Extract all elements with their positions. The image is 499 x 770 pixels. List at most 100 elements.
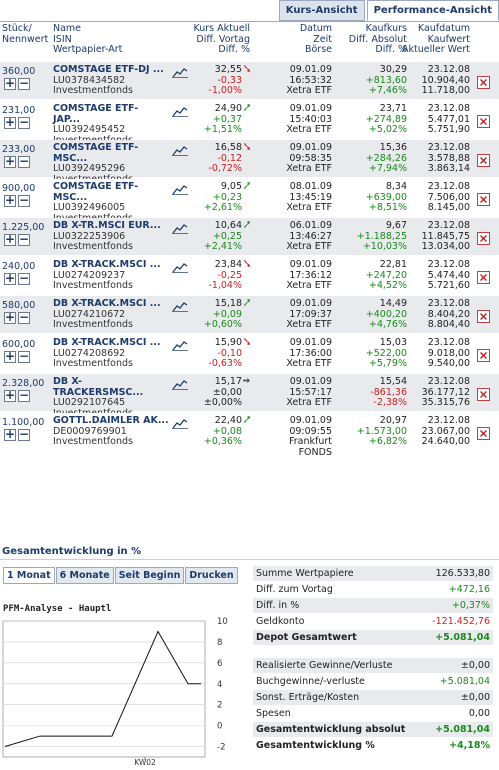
time: 15:57:17 xyxy=(289,386,332,398)
security-name-link-cont[interactable]: MSC... xyxy=(53,152,88,164)
security-name-link[interactable]: DB X-TRACK.MSCI ... xyxy=(53,259,161,270)
delete-icon[interactable] xyxy=(477,193,490,206)
security-name-link[interactable]: COMSTAGE ETF- xyxy=(53,103,139,114)
tab-1-monat[interactable]: 1 Monat xyxy=(3,567,55,584)
kauf-column: 30,29 +813,60 +7,46% xyxy=(333,64,407,97)
tab-drucken[interactable]: Drucken xyxy=(185,567,238,584)
security-name-link-cont[interactable]: MSC... xyxy=(53,191,88,203)
kaufdatum-column: 23.12.08 5.474,40 5.721,60 xyxy=(410,259,470,292)
add-button[interactable]: + xyxy=(4,154,16,168)
tab-seit-beginn[interactable]: Seit Beginn xyxy=(114,567,185,584)
datum-column: 06.01.09 13:46:27 Xetra ETF xyxy=(260,220,332,253)
remove-button[interactable]: − xyxy=(18,76,30,90)
chart-icon[interactable] xyxy=(172,263,188,273)
security-type: Investmentfonds xyxy=(53,280,133,291)
remove-button[interactable]: − xyxy=(18,388,30,402)
summary-value: ±0,00 xyxy=(460,692,490,703)
add-button[interactable]: + xyxy=(4,232,16,246)
diff-absolute: +639,00 xyxy=(365,191,407,203)
delete-icon[interactable] xyxy=(477,154,490,167)
remove-button[interactable]: − xyxy=(18,154,30,168)
header-label: Kaufdatum xyxy=(417,23,470,34)
security-name-link[interactable]: COMSTAGE ETF-DJ ... xyxy=(53,64,164,75)
remove-button[interactable]: − xyxy=(18,115,30,129)
kauf-column: 14,49 +400,20 +4,76% xyxy=(333,298,407,331)
chart-icon[interactable] xyxy=(172,224,188,234)
chart-icon[interactable] xyxy=(172,380,188,390)
remove-button[interactable]: − xyxy=(18,349,30,363)
add-button[interactable]: + xyxy=(4,76,16,90)
delete-icon[interactable] xyxy=(477,427,490,440)
add-button[interactable]: + xyxy=(4,193,16,207)
add-button[interactable]: + xyxy=(4,115,16,129)
current-value: 8.145,00 xyxy=(427,202,470,213)
remove-button[interactable]: − xyxy=(18,271,30,285)
time: 17:36:12 xyxy=(289,269,332,281)
remove-button[interactable]: − xyxy=(18,193,30,207)
header-kurs: Kurs Aktuell Diff. Vortag Diff. % xyxy=(180,23,250,56)
add-button[interactable]: + xyxy=(4,427,16,441)
security-name-link[interactable]: DB X- xyxy=(53,376,82,387)
delete-icon[interactable] xyxy=(477,310,490,323)
security-name-link[interactable]: DB X-TRACK.MSCI ... xyxy=(53,337,161,348)
isin: LU0322253906 xyxy=(53,230,126,242)
kaufdatum-column: 23.12.08 11.845,75 13.034,00 xyxy=(410,220,470,253)
header-label: ISIN xyxy=(53,33,72,45)
add-button[interactable]: + xyxy=(4,310,16,324)
security-name-link-cont[interactable]: TRACKERSMSC... xyxy=(53,386,144,398)
delete-icon[interactable] xyxy=(477,271,490,284)
summary-row: Spesen 0,00 xyxy=(253,706,493,722)
y-tick-label: 6 xyxy=(217,659,222,669)
tab-6-monate[interactable]: 6 Monate xyxy=(55,567,114,584)
purchase-price: 15,36 xyxy=(379,142,407,153)
kauf-column: 15,36 +284,26 +7,94% xyxy=(333,142,407,175)
security-name-link[interactable]: DB X-TR.MSCI EUR... xyxy=(53,220,161,231)
purchase-value: 3.578,88 xyxy=(427,152,470,164)
security-name-link[interactable]: GOTTL.DAIMLER AK... xyxy=(53,415,169,426)
diff-percent: +1,51% xyxy=(203,124,242,135)
current-price-cell: 9,05 xyxy=(190,181,250,193)
add-button[interactable]: + xyxy=(4,388,16,402)
tab-kurs-ansicht[interactable]: Kurs-Ansicht xyxy=(278,0,365,21)
chart-icon[interactable] xyxy=(172,302,188,312)
remove-button[interactable]: − xyxy=(18,427,30,441)
chart-icon[interactable] xyxy=(172,341,188,351)
security-name-link[interactable]: DB X-TRACK.MSCI ... xyxy=(53,298,161,309)
summary-value: 126.533,80 xyxy=(435,568,490,579)
delete-icon[interactable] xyxy=(477,115,490,128)
current-price: 32,55 xyxy=(214,64,242,75)
summary-row: Gesamtentwicklung absolut +5.081,04 xyxy=(253,722,493,738)
security-name-link-cont[interactable]: JAP... xyxy=(53,113,80,125)
x-tick-label: KW02 xyxy=(134,758,156,765)
datum-column: 09.01.09 09:09:55 Frankfurt FONDS xyxy=(260,415,332,458)
quantity: 600,00 xyxy=(2,339,36,350)
purchase-date: 23.12.08 xyxy=(427,181,470,192)
purchase-date: 23.12.08 xyxy=(427,337,470,348)
chart-icon[interactable] xyxy=(172,146,188,156)
add-button[interactable]: + xyxy=(4,349,16,363)
diff-absolute: -861,36 xyxy=(370,386,407,398)
chart-icon[interactable] xyxy=(172,419,188,429)
delete-icon[interactable] xyxy=(477,349,490,362)
current-value: 8.804,40 xyxy=(427,319,470,330)
diff-percent: +2,61% xyxy=(203,202,242,213)
date: 09.01.09 xyxy=(289,142,332,153)
add-button[interactable]: + xyxy=(4,271,16,285)
delete-icon[interactable] xyxy=(477,76,490,89)
delete-icon[interactable] xyxy=(477,388,490,401)
chart-icon[interactable] xyxy=(172,68,188,78)
delete-icon[interactable] xyxy=(477,232,490,245)
security-name-link[interactable]: COMSTAGE ETF- xyxy=(53,142,139,153)
chart-icon[interactable] xyxy=(172,185,188,195)
header-label: Zeit xyxy=(313,33,332,45)
tab-performance-ansicht[interactable]: Performance-Ansicht xyxy=(366,0,499,21)
remove-button[interactable]: − xyxy=(18,232,30,246)
remove-button[interactable]: − xyxy=(18,310,30,324)
security-name-link[interactable]: COMSTAGE ETF- xyxy=(53,181,139,192)
purchase-value: 9.018,00 xyxy=(427,347,470,359)
chart-icon[interactable] xyxy=(172,107,188,117)
current-price-cell: 15,17 xyxy=(190,376,250,388)
current-price-cell: 10,64 xyxy=(190,220,250,232)
current-price: 10,64 xyxy=(214,220,242,231)
summary-table: Summe Wertpapiere 126.533,80 Diff. zum Vo… xyxy=(253,566,493,754)
